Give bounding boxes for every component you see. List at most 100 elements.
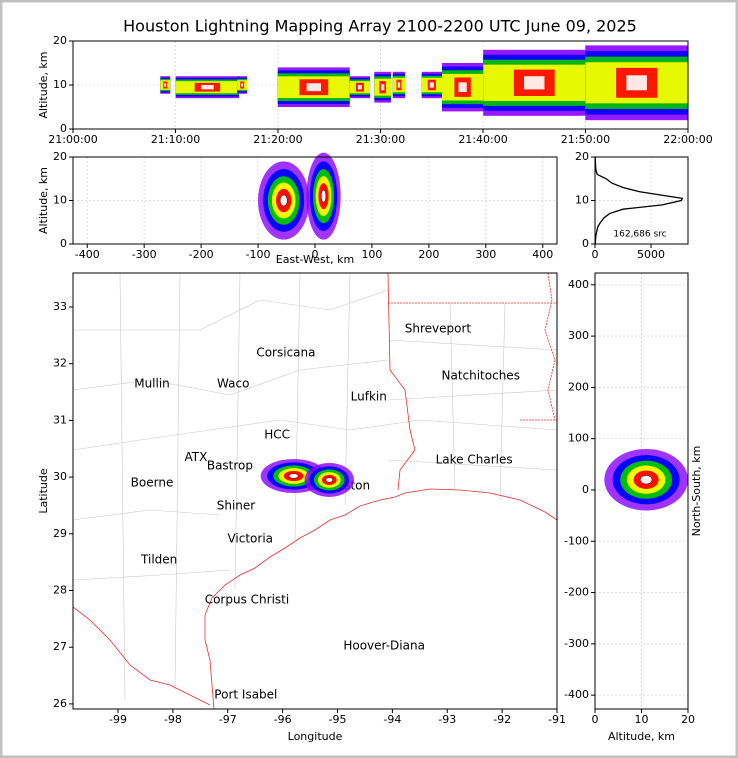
x-tick-label: -200 xyxy=(189,248,214,261)
chart-title: Houston Lightning Mapping Array 2100-220… xyxy=(123,17,637,36)
place-label: Victoria xyxy=(227,531,273,545)
x-axis-label: East-West, km xyxy=(276,253,354,266)
y-tick-label: -100 xyxy=(564,534,589,547)
source-density xyxy=(320,189,327,203)
place-label: Shreveport xyxy=(405,322,472,336)
x-tick-label: 0 xyxy=(312,248,319,261)
y-tick-label: 10 xyxy=(53,78,67,91)
rio-grande xyxy=(73,606,211,706)
axes-frame xyxy=(72,40,689,130)
axes-frame xyxy=(594,272,689,710)
y-tick-label: 0 xyxy=(582,237,589,250)
source-density xyxy=(397,82,401,88)
y-axis-label: North-South, km xyxy=(690,446,703,537)
axes-frame xyxy=(594,156,689,245)
source-density xyxy=(429,82,434,88)
y-tick-label: 10 xyxy=(575,194,589,207)
y-tick-label: -400 xyxy=(564,688,589,701)
y-tick-label: 200 xyxy=(568,380,589,393)
state-border xyxy=(388,273,557,421)
place-label: Corpus Christi xyxy=(205,593,290,607)
y-tick-label: -300 xyxy=(564,637,589,650)
x-tick-label: -99 xyxy=(109,713,127,726)
place-label: Hoover-Diana xyxy=(343,639,425,653)
x-tick-label: 22:00:00 xyxy=(663,133,712,146)
source-density xyxy=(524,76,545,90)
place-label: Mullin xyxy=(134,377,170,391)
y-tick-label: 400 xyxy=(568,278,589,291)
y-tick-label: 31 xyxy=(53,413,67,426)
place-label: Boerne xyxy=(131,475,174,489)
place-label: Bastrop xyxy=(207,458,253,472)
source-density xyxy=(201,85,214,90)
x-tick-label: 300 xyxy=(475,248,496,261)
x-axis-label: Altitude, km xyxy=(608,730,675,743)
source-density xyxy=(325,477,333,483)
x-tick-label: -100 xyxy=(246,248,271,261)
place-label: Lufkin xyxy=(351,390,387,404)
source-density xyxy=(279,194,288,207)
y-tick-label: 100 xyxy=(568,432,589,445)
y-tick-label: 32 xyxy=(53,357,67,370)
place-label: HCC xyxy=(264,428,290,442)
source-density xyxy=(380,84,385,91)
y-tick-label: 10 xyxy=(53,194,67,207)
x-tick-label: 20 xyxy=(681,713,695,726)
y-axis-label: Altitude, km xyxy=(37,167,50,234)
x-tick-label: 21:00:00 xyxy=(48,133,97,146)
place-label: Corsicana xyxy=(256,345,315,359)
x-tick-label: 21:20:00 xyxy=(253,133,302,146)
y-tick-label: 0 xyxy=(60,237,67,250)
coastline xyxy=(204,488,557,709)
place-label: ATX xyxy=(185,450,208,464)
y-tick-label: 26 xyxy=(53,697,67,710)
x-tick-label: 0 xyxy=(592,713,599,726)
place-label: Shiner xyxy=(217,499,256,513)
y-tick-label: 29 xyxy=(53,527,67,540)
x-tick-label: 5000 xyxy=(637,248,665,261)
x-tick-label: -98 xyxy=(164,713,182,726)
x-tick-label: -94 xyxy=(383,713,401,726)
x-tick-label: 10 xyxy=(635,713,649,726)
x-tick-label: 21:30:00 xyxy=(356,133,405,146)
state-border xyxy=(387,273,416,491)
y-tick-label: 33 xyxy=(53,300,67,313)
x-tick-label: -93 xyxy=(438,713,456,726)
place-label: Lake Charles xyxy=(436,453,513,467)
axes-frame xyxy=(72,156,558,245)
y-axis-label: Latitude xyxy=(37,468,50,514)
x-tick-label: -400 xyxy=(75,248,100,261)
x-tick-label: -92 xyxy=(493,713,511,726)
place-label: Port Isabel xyxy=(214,687,277,701)
x-tick-label: 21:10:00 xyxy=(151,133,200,146)
altitude-histogram xyxy=(594,156,684,245)
source-density xyxy=(164,83,167,87)
source-density xyxy=(241,83,244,87)
y-axis-label: Altitude, km xyxy=(37,51,50,118)
axes-frame xyxy=(72,272,558,710)
x-tick-label: 400 xyxy=(532,248,553,261)
map-background xyxy=(73,273,557,709)
source-density xyxy=(357,85,362,90)
x-tick-label: 0 xyxy=(592,248,599,261)
place-label: Waco xyxy=(217,377,249,391)
y-tick-label: 28 xyxy=(53,584,67,597)
x-tick-label: -97 xyxy=(219,713,237,726)
x-tick-label: -300 xyxy=(132,248,157,261)
x-tick-label: -91 xyxy=(548,713,566,726)
y-tick-label: 30 xyxy=(53,470,67,483)
place-label: Natchitoches xyxy=(441,369,519,383)
y-tick-label: 20 xyxy=(575,150,589,163)
x-tick-label: 200 xyxy=(418,248,439,261)
y-tick-label: 0 xyxy=(582,483,589,496)
county-lines xyxy=(73,273,557,701)
x-tick-label: -95 xyxy=(329,713,347,726)
source-density xyxy=(626,75,647,91)
x-tick-label: 100 xyxy=(361,248,382,261)
source-count: 162,686 src xyxy=(613,230,666,240)
x-tick-label: 21:50:00 xyxy=(561,133,610,146)
x-tick-label: 21:40:00 xyxy=(458,133,507,146)
place-label: Tilden xyxy=(140,552,177,566)
